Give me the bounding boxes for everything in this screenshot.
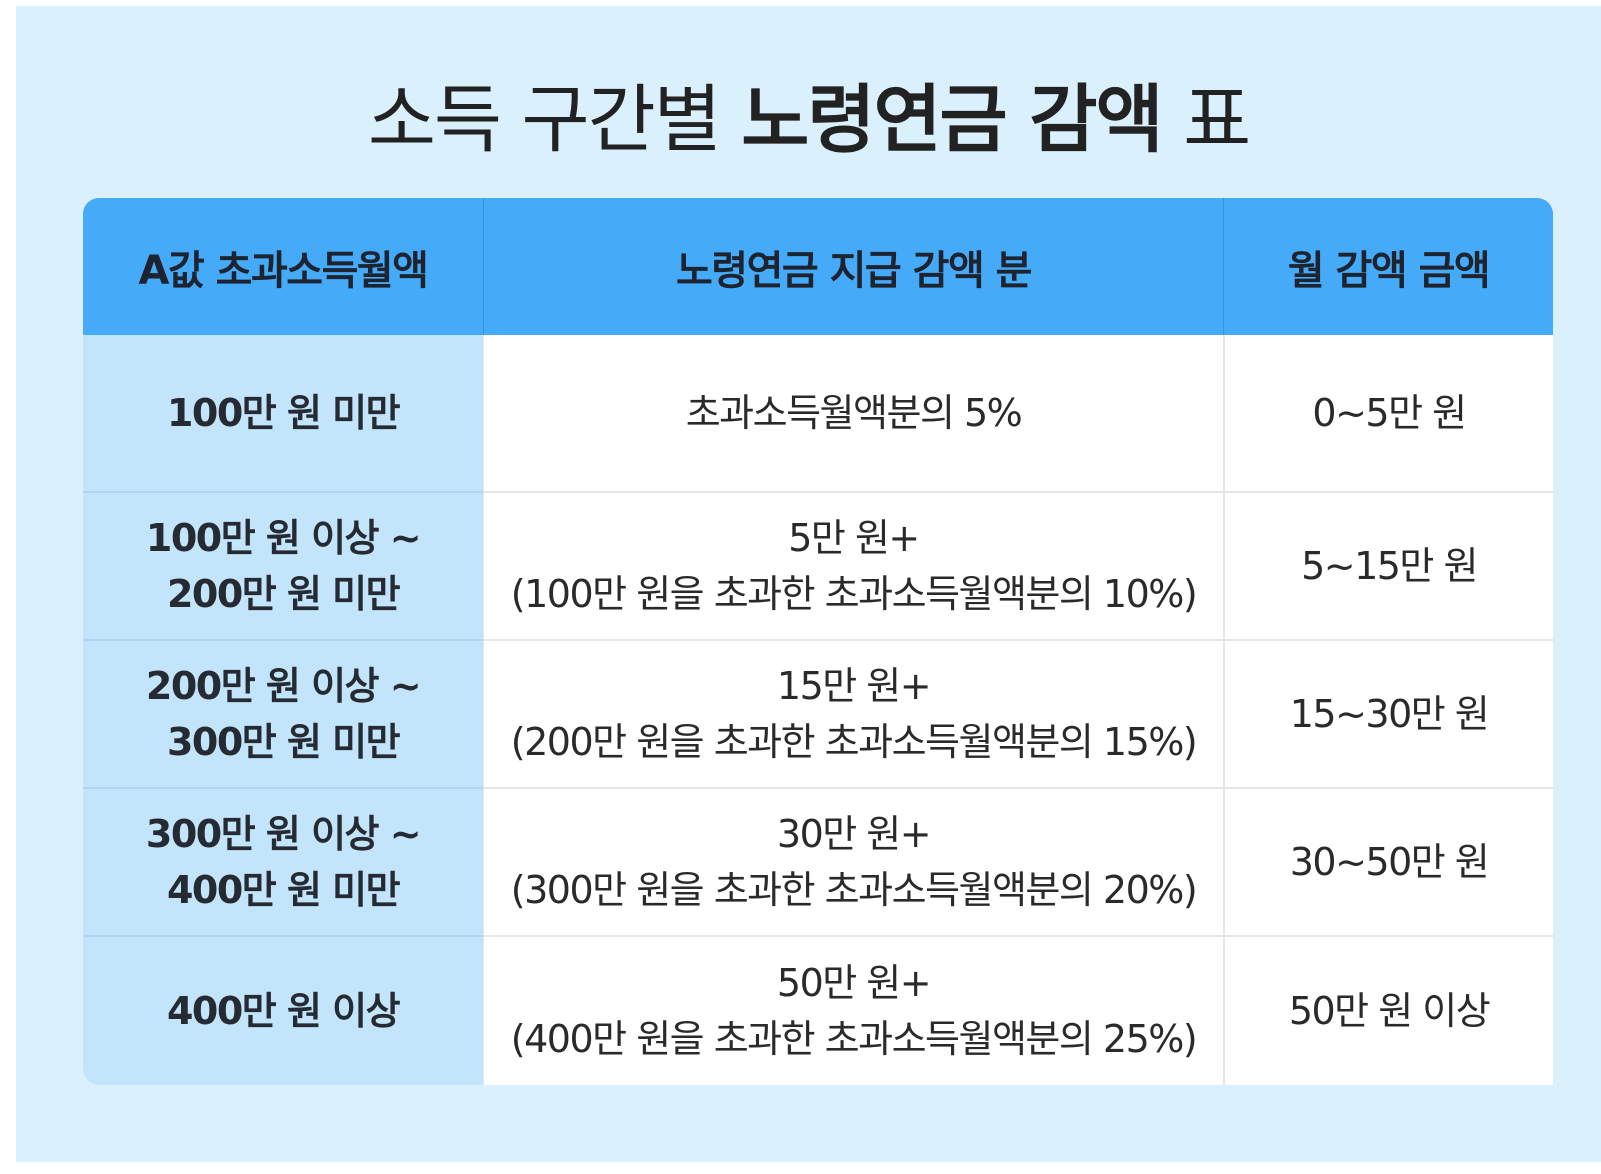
- amount-cell: 15~30만 원: [1223, 641, 1553, 789]
- reduction-base: 50만 원+: [776, 961, 932, 1005]
- range-text-line-1: 200만 원 이상 ~: [145, 664, 422, 708]
- range-cell: 100만 원 이상 ~ 200만 원 미만: [83, 493, 483, 641]
- range-cell: 300만 원 이상 ~ 400만 원 미만: [83, 789, 483, 937]
- reduction-cell: 초과소득월액분의 5%: [483, 335, 1223, 493]
- header-excess-income: A값 초과소득월액: [83, 198, 483, 335]
- reduction-detail: (400만 원을 초과한 초과소득월액분의 25%): [510, 1017, 1198, 1061]
- reduction-cell: 5만 원+ (100만 원을 초과한 초과소득월액분의 10%): [483, 493, 1223, 641]
- table-row: 100만 원 이상 ~ 200만 원 미만 5만 원+ (100만 원을 초과한…: [83, 493, 1553, 641]
- infographic-panel: 소득 구간별 노령연금 감액 표 A값 초과소득월액 노령연금 지급 감액 분 …: [16, 6, 1601, 1162]
- table-header-row: A값 초과소득월액 노령연금 지급 감액 분 월 감액 금액: [83, 198, 1553, 335]
- reduction-base: 30만 원+: [776, 812, 932, 856]
- reduction-detail: (200만 원을 초과한 초과소득월액분의 15%): [510, 720, 1198, 764]
- reduction-base: 15만 원+: [776, 664, 932, 708]
- reduction-detail: (100만 원을 초과한 초과소득월액분의 10%): [510, 572, 1198, 616]
- pension-reduction-table: A값 초과소득월액 노령연금 지급 감액 분 월 감액 금액 100만 원 미만…: [83, 198, 1553, 1085]
- title-part-1: 소득 구간별: [367, 77, 722, 163]
- reduction-detail: (300만 원을 초과한 초과소득월액분의 20%): [510, 868, 1198, 912]
- amount-cell: 50만 원 이상: [1223, 937, 1553, 1085]
- header-reduction: 노령연금 지급 감액 분: [483, 198, 1223, 335]
- header-monthly-amount: 월 감액 금액: [1223, 198, 1553, 335]
- range-cell: 100만 원 미만: [83, 335, 483, 493]
- amount-cell: 5~15만 원: [1223, 493, 1553, 641]
- range-text-line-2: 400만 원 미만: [166, 868, 401, 912]
- range-text-line-1: 300만 원 이상 ~: [145, 812, 422, 856]
- reduction-base: 5만 원+: [788, 516, 920, 560]
- table-row: 400만 원 이상 50만 원+ (400만 원을 초과한 초과소득월액분의 2…: [83, 937, 1553, 1085]
- reduction-cell: 15만 원+ (200만 원을 초과한 초과소득월액분의 15%): [483, 641, 1223, 789]
- range-text-line-2: 300만 원 미만: [166, 720, 401, 764]
- table-row: 200만 원 이상 ~ 300만 원 미만 15만 원+ (200만 원을 초과…: [83, 641, 1553, 789]
- title-part-3: 표: [1183, 77, 1251, 163]
- range-text: 100만 원 미만: [166, 391, 401, 435]
- reduction-cell: 30만 원+ (300만 원을 초과한 초과소득월액분의 20%): [483, 789, 1223, 937]
- amount-cell: 0~5만 원: [1223, 335, 1553, 493]
- range-text-line-1: 100만 원 이상 ~: [145, 516, 422, 560]
- amount-cell: 30~50만 원: [1223, 789, 1553, 937]
- table-row: 100만 원 미만 초과소득월액분의 5% 0~5만 원: [83, 335, 1553, 493]
- title-part-2: 노령연금 감액: [741, 77, 1163, 163]
- reduction-text: 초과소득월액분의 5%: [685, 391, 1023, 435]
- range-cell: 200만 원 이상 ~ 300만 원 미만: [83, 641, 483, 789]
- table-row: 300만 원 이상 ~ 400만 원 미만 30만 원+ (300만 원을 초과…: [83, 789, 1553, 937]
- range-text: 400만 원 이상: [166, 989, 401, 1033]
- page-title: 소득 구간별 노령연금 감액 표: [16, 74, 1601, 166]
- reduction-cell: 50만 원+ (400만 원을 초과한 초과소득월액분의 25%): [483, 937, 1223, 1085]
- range-text-line-2: 200만 원 미만: [166, 572, 401, 616]
- range-cell: 400만 원 이상: [83, 937, 483, 1085]
